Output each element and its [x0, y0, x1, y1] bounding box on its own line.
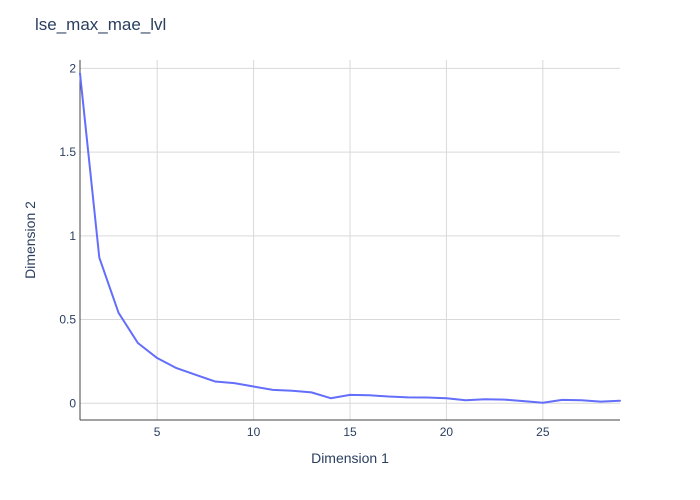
x-tick-label: 15	[343, 425, 357, 439]
x-tick-label: 5	[154, 425, 161, 439]
series-line	[79, 72, 621, 404]
x-tick-label: 10	[247, 425, 261, 439]
y-tick-label: 0	[69, 396, 76, 410]
x-tick-labels: 5 10 15 20 25	[154, 425, 550, 439]
y-tick-label: 2	[69, 61, 76, 75]
x-axis-title: Dimension 1	[311, 450, 389, 466]
y-tick-labels: 0 0.5 1 1.5 2	[59, 61, 76, 410]
chart-title: lse_max_mae_lvl	[35, 15, 166, 34]
x-gridlines	[156, 60, 544, 420]
y-tick-label: 1.5	[59, 145, 76, 159]
y-gridlines	[80, 67, 620, 404]
y-tick-label: 0.5	[59, 313, 76, 327]
y-axis-title: Dimension 2	[22, 201, 38, 279]
y-tick-label: 1	[69, 229, 76, 243]
x-tick-label: 20	[440, 425, 454, 439]
x-tick-label: 25	[536, 425, 550, 439]
series-layer	[79, 72, 621, 404]
